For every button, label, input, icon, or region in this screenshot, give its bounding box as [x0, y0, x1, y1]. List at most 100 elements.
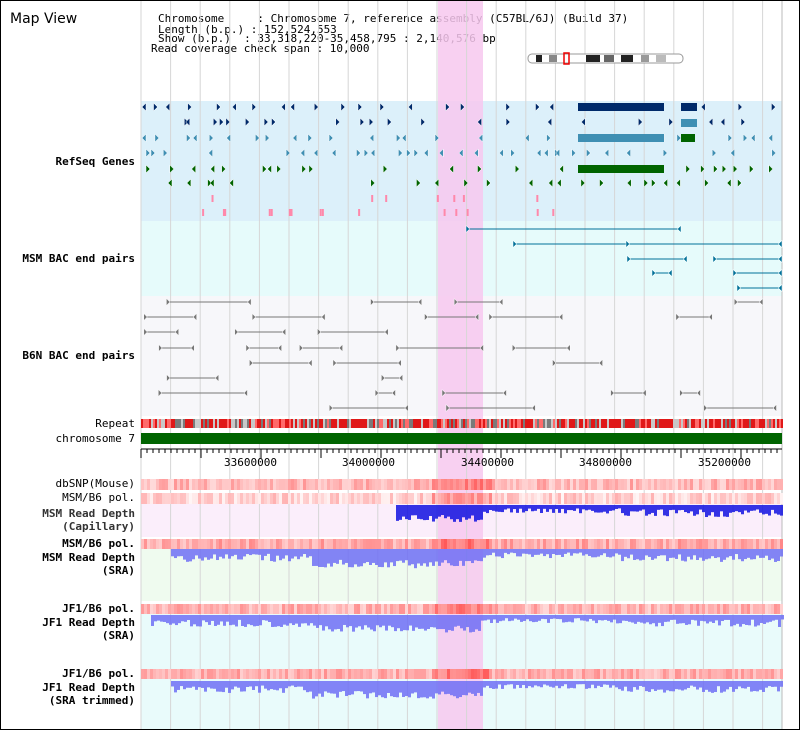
polymorphism-cell [573, 493, 576, 504]
polymorphism-cell [579, 669, 582, 679]
polymorphism-cell [663, 669, 666, 679]
gene-tick [453, 195, 456, 202]
polymorphism-cell [717, 604, 720, 614]
gene-arrow [668, 117, 674, 127]
track-label-refseq-genes[interactable]: RefSeq Genes [55, 155, 135, 168]
repeat-segment [391, 419, 393, 428]
polymorphism-cell [270, 493, 273, 504]
polymorphism-cell [543, 479, 546, 490]
polymorphism-cell [600, 604, 603, 614]
repeat-segment [309, 419, 311, 428]
polymorphism-cell [501, 493, 504, 504]
read-depth-bar [429, 549, 432, 563]
polymorphism-cell [279, 669, 282, 679]
gene-arrow [598, 358, 603, 368]
gene-arrow [234, 327, 239, 337]
read-depth-bar [525, 681, 528, 689]
gene-tick [270, 209, 273, 216]
polymorphism-cell [159, 493, 162, 504]
polymorphism-cell [741, 539, 744, 549]
polymorphism-cell [309, 493, 312, 504]
read-depth-bar [211, 615, 214, 621]
repeat-segment [403, 419, 405, 428]
read-depth-bar [330, 549, 333, 567]
polymorphism-cell [492, 539, 495, 549]
gene-arrow [732, 268, 737, 278]
read-depth-bar [664, 615, 667, 622]
repeat-segment [651, 419, 653, 428]
read-depth-bar [210, 549, 213, 559]
polymorphism-cell [150, 669, 153, 679]
polymorphism-cell [333, 604, 336, 614]
repeat-segment [397, 419, 399, 428]
read-depth-bar [763, 615, 766, 624]
gene-tick [436, 195, 439, 202]
read-depth-bar [205, 615, 208, 623]
gene-arrow [453, 297, 458, 307]
ideogram-band [549, 55, 557, 62]
polymorphism-cell [720, 604, 723, 614]
read-depth-bar [201, 549, 204, 561]
track-label-msm-bac-end-pairs[interactable]: MSM BAC end pairs [22, 252, 135, 265]
polymorphism-cell [648, 669, 651, 679]
read-depth-bar [672, 681, 675, 692]
read-depth-bar [726, 505, 729, 517]
polymorphism-cell [285, 539, 288, 549]
read-depth-bar [303, 681, 306, 691]
repeat-segment [737, 419, 739, 428]
polymorphism-cell [147, 539, 150, 549]
read-depth-bar [586, 615, 589, 622]
read-depth-bar [291, 549, 294, 559]
polymorphism-cell [489, 539, 492, 549]
read-depth-bar [319, 615, 322, 626]
gene-arrow [251, 312, 257, 322]
polymorphism-cell [573, 669, 576, 679]
polymorphism-cell [237, 669, 240, 679]
read-depth-bar [642, 505, 645, 510]
polymorphism-cell [168, 479, 171, 490]
repeat-segment [299, 419, 301, 428]
polymorphism-cell [261, 479, 264, 490]
polymorphism-cell [279, 604, 282, 614]
gene-arrow [524, 133, 530, 143]
read-depth-bar [324, 681, 327, 692]
read-depth-bar [408, 549, 411, 566]
polymorphism-cell [207, 539, 210, 549]
track-label-b6n-bac-end-pairs[interactable]: B6N BAC end pairs [22, 349, 135, 362]
read-depth-bar [628, 615, 631, 622]
read-depth-bar [441, 549, 444, 563]
read-depth-bar [655, 615, 658, 627]
polymorphism-cell [174, 669, 177, 679]
polymorphism-cell [417, 479, 420, 490]
polymorphism-cell [462, 479, 465, 490]
read-depth-bar [748, 615, 751, 626]
polymorphism-cell [747, 669, 750, 679]
polymorphism-cell [519, 493, 522, 504]
polymorphism-cell [417, 539, 420, 549]
polymorphism-cell [237, 604, 240, 614]
polymorphism-cell [468, 669, 471, 679]
read-depth-bar [180, 549, 183, 557]
read-depth-bar [231, 681, 234, 690]
read-depth-bar [228, 549, 231, 559]
polymorphism-cell [402, 493, 405, 504]
polymorphism-cell [729, 493, 732, 504]
read-depth-bar [219, 681, 222, 692]
read-depth-bar [747, 505, 750, 513]
read-depth-bar [427, 615, 430, 630]
gene-arrow [771, 148, 777, 158]
repeat-segment [561, 419, 563, 428]
read-depth-bar [528, 549, 531, 555]
polymorphism-cell [165, 493, 168, 504]
read-depth-bar [729, 505, 732, 513]
repeat-segment [251, 419, 253, 428]
polymorphism-cell [435, 539, 438, 549]
repeat-segment [455, 419, 457, 428]
polymorphism-cell [657, 539, 660, 549]
read-depth-bar [751, 615, 754, 620]
polymorphism-cell [300, 493, 303, 504]
read-depth-bar [232, 615, 235, 625]
polymorphism-cell [591, 604, 594, 614]
polymorphism-cell [330, 539, 333, 549]
